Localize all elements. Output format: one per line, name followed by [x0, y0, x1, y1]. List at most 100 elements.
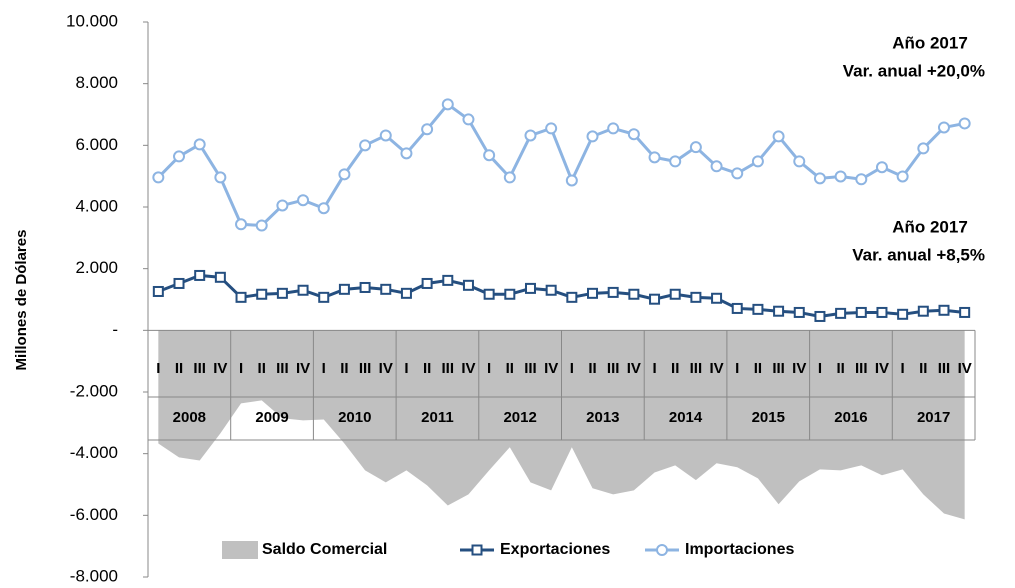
marker: [338, 283, 350, 295]
marker: [587, 287, 599, 299]
marker: [565, 174, 578, 187]
line: [157, 102, 965, 228]
marker: [400, 147, 413, 160]
x-tick-label: IV: [792, 360, 806, 377]
x-tick-label: II: [175, 360, 183, 377]
annotation: Var. anual +20,0%: [843, 61, 985, 80]
y-tick-label: 6.000: [75, 135, 118, 154]
x-tick-label: III: [524, 360, 537, 377]
line: [157, 273, 965, 318]
y-tick-label: -: [112, 320, 118, 339]
marker: [917, 142, 930, 155]
x-tick-label: II: [754, 360, 762, 377]
year-label: 2009: [255, 409, 288, 426]
legend-label: Exportaciones: [500, 541, 610, 558]
marker: [379, 129, 392, 142]
x-tick-label: III: [359, 360, 372, 377]
x-tick-label: IV: [709, 360, 723, 377]
legend-swatch: [222, 541, 258, 559]
marker: [773, 305, 785, 317]
x-tick-label: IV: [379, 360, 393, 377]
x-tick-label: I: [818, 360, 822, 377]
marker: [173, 150, 186, 163]
x-tick-label: I: [735, 360, 739, 377]
y-tick-label: -6.000: [70, 505, 118, 524]
marker: [256, 288, 268, 300]
y-tick-label: 2.000: [75, 258, 118, 277]
marker: [938, 304, 950, 316]
x-tick-label: II: [836, 360, 844, 377]
x-tick-label: II: [258, 360, 266, 377]
x-tick-label: III: [193, 360, 206, 377]
marker: [214, 271, 226, 283]
marker: [297, 284, 309, 296]
legend-label: Saldo Comercial: [262, 541, 387, 558]
x-tick-label: I: [570, 360, 574, 377]
x-tick-label: I: [322, 360, 326, 377]
marker: [669, 288, 681, 300]
marker: [524, 282, 536, 294]
x-tick-label: IV: [958, 360, 972, 377]
marker: [689, 141, 702, 154]
marker: [566, 291, 578, 303]
year-label: 2012: [503, 409, 536, 426]
year-label: 2010: [338, 409, 371, 426]
y-tick-label: 8.000: [75, 73, 118, 92]
marker: [752, 303, 764, 315]
x-tick-label: III: [607, 360, 620, 377]
marker: [152, 285, 164, 297]
x-tick-label: III: [772, 360, 785, 377]
x-tick-label: II: [588, 360, 596, 377]
x-tick-label: III: [855, 360, 868, 377]
year-label: 2008: [173, 409, 206, 426]
marker: [359, 139, 372, 152]
marker: [793, 155, 806, 168]
annotation: Año 2017: [892, 217, 968, 236]
marker: [897, 308, 909, 320]
legend-swatch: [656, 544, 668, 556]
year-label: 2014: [669, 409, 703, 426]
marker: [359, 281, 371, 293]
marker: [503, 171, 516, 184]
x-tick-label: I: [239, 360, 243, 377]
y-tick-label: 4.000: [75, 196, 118, 215]
marker: [669, 155, 682, 168]
x-tick-label: IV: [296, 360, 310, 377]
marker: [813, 172, 826, 185]
marker: [834, 170, 847, 183]
marker: [504, 288, 516, 300]
x-tick-label: IV: [544, 360, 558, 377]
marker: [917, 305, 929, 317]
x-tick-label: II: [423, 360, 431, 377]
marker: [835, 307, 847, 319]
y-tick-label: -4.000: [70, 443, 118, 462]
marker: [772, 130, 785, 143]
x-tick-label: IV: [627, 360, 641, 377]
marker: [607, 122, 620, 135]
marker: [421, 277, 433, 289]
year-label: 2017: [917, 409, 950, 426]
marker: [194, 269, 206, 281]
x-tick-label: II: [671, 360, 679, 377]
marker: [875, 161, 888, 174]
marker: [317, 202, 330, 215]
y-tick-label: -8.000: [70, 566, 118, 583]
marker: [483, 149, 496, 162]
marker: [297, 194, 310, 207]
x-tick-label: II: [506, 360, 514, 377]
marker: [462, 113, 475, 126]
legend-label: Importaciones: [685, 541, 794, 558]
marker: [193, 138, 206, 151]
marker: [958, 117, 971, 130]
marker: [731, 167, 744, 180]
marker: [442, 274, 454, 286]
marker: [937, 121, 950, 134]
marker: [751, 155, 764, 168]
marker: [793, 306, 805, 318]
marker: [855, 306, 867, 318]
marker: [400, 287, 412, 299]
x-tick-label: I: [404, 360, 408, 377]
marker: [649, 293, 661, 305]
year-label: 2011: [421, 409, 454, 426]
